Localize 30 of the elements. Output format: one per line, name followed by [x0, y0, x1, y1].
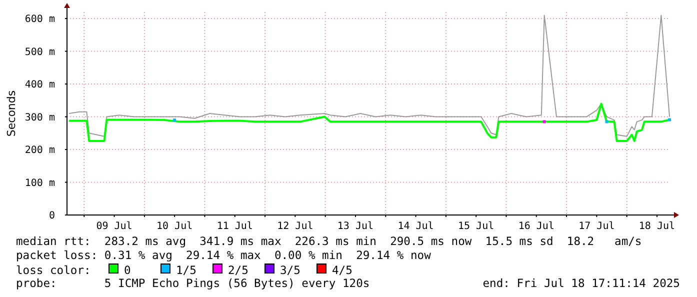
y-tick-label: 0 [48, 210, 55, 222]
y-tick-label: 100 m [24, 178, 55, 189]
x-tick-label: 13 Jul [337, 221, 374, 232]
y-tick-label: 600 m [24, 14, 55, 26]
legend-label: 1/5 [176, 264, 196, 277]
text: packet loss: 0.31 % avg 29.14 % max 0.00 % min 29.14 % now [16, 249, 432, 262]
line-series [68, 102, 671, 142]
legend-label: 3/5 [280, 264, 300, 277]
x-tick-label: 18 Jul [638, 221, 676, 232]
x-tick-label: 12 Jul [277, 221, 314, 232]
x-tick-label: 11 Jul [216, 221, 253, 232]
legend-title: loss color: [16, 264, 91, 277]
x-tick-label: 09 Jul [96, 221, 132, 232]
text: median rtt: 283.2 ms avg 341.9 ms max 226.3 ms min 290.5 ms now 15.5 ms sd 18.2 am/s [16, 235, 642, 248]
y-axis-title: Seconds [5, 90, 18, 137]
legend-label: 2/5 [228, 264, 248, 277]
line-series [68, 14, 670, 137]
x-tick-label: 10 Jul [156, 221, 193, 232]
x-tick-label: 15 Jul [458, 221, 494, 232]
y-tick-label: 500 m [24, 46, 55, 58]
y-tick-label: 400 m [24, 80, 55, 91]
y-tick-label: 300 m [24, 112, 55, 124]
legend-label: 0 [124, 264, 131, 277]
y-tick-label: 200 m [24, 145, 55, 156]
legend-label: 4/5 [332, 264, 352, 277]
x-tick-label: 17 Jul [578, 221, 615, 232]
x-tick-label: 16 Jul [518, 221, 554, 232]
text: probe: 5 ICMP Echo Pings (56 Bytes) every 120s [16, 277, 370, 290]
x-tick-label: 14 Jul [398, 221, 434, 232]
text: end: Fri Jul 18 17:11:14 2025 [482, 277, 680, 290]
